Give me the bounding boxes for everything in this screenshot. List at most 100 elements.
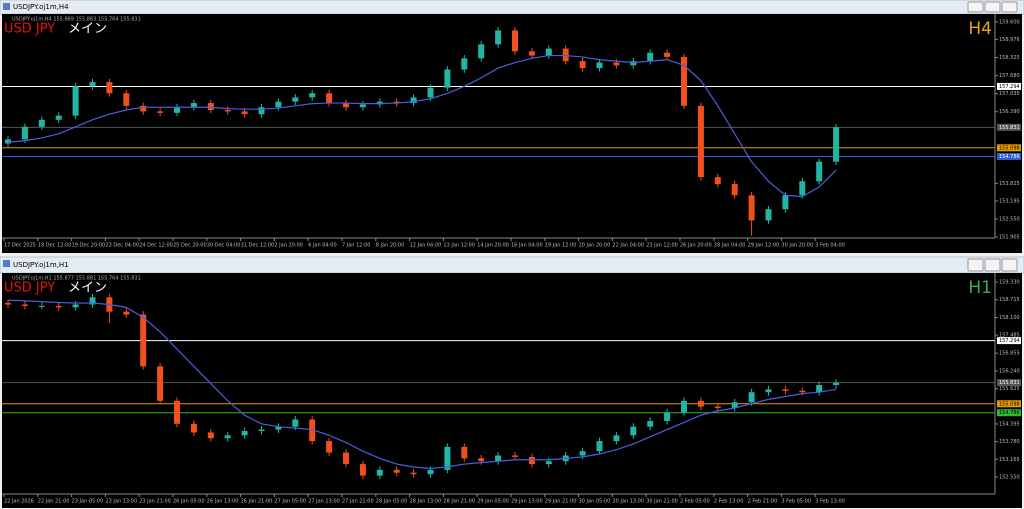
candle-body: [190, 423, 197, 433]
chart-area: [2, 14, 1022, 253]
x-tick-label: 26 Jan 20:00: [680, 243, 712, 249]
y-tick-label: 155.625: [999, 386, 1020, 392]
candle-body: [528, 456, 535, 465]
chart-label: メイン: [68, 281, 107, 296]
candle-body: [21, 126, 28, 140]
candle-body: [579, 451, 586, 456]
candle-body: [681, 400, 687, 413]
x-tick-label: 26 Jan 05:00: [173, 499, 205, 505]
x-tick-label: 18 Dec 12:00: [38, 243, 72, 249]
symbol-label: USD JPY: [4, 281, 55, 296]
candle-body: [697, 105, 704, 178]
candle-body: [444, 69, 451, 88]
price-level-label: 157.294: [999, 84, 1020, 90]
candle-body: [596, 62, 603, 69]
title-bar: [0, 0, 1024, 15]
x-tick-label: 30 Jan 13:00: [612, 499, 644, 505]
window-button[interactable]: [967, 258, 984, 272]
x-tick-label: 23 Dec 04:00: [105, 243, 139, 249]
candle-body: [681, 56, 687, 106]
y-tick-label: 154.395: [999, 421, 1020, 427]
x-tick-label: 23 Jan 21:00: [139, 499, 171, 505]
candle-body: [664, 52, 671, 57]
window-button[interactable]: [984, 258, 1001, 272]
candle-body: [478, 44, 485, 59]
price-level-tag: [997, 409, 1021, 417]
x-tick-label: 2 Feb 05:00: [680, 499, 710, 505]
candle-body: [427, 469, 434, 475]
moving-average: [7, 54, 837, 198]
y-tick-label: 153.195: [999, 198, 1020, 204]
x-tick-label: 23 Jan 13:00: [105, 499, 137, 505]
candle-body: [748, 195, 755, 221]
candle-body: [89, 297, 96, 305]
candle-body: [410, 472, 417, 475]
price-level-label: 157.294: [999, 338, 1020, 344]
candle-body: [157, 366, 164, 401]
candle-body: [106, 82, 113, 94]
window-title: USDJPY.oj1m,H4: [13, 3, 69, 11]
candle-body: [359, 464, 366, 476]
candle-body: [664, 412, 671, 421]
candle-body: [89, 82, 96, 87]
x-tick-label: 20 Jan 20:00: [579, 243, 611, 249]
x-tick-label: 2 Feb 21:00: [748, 499, 778, 505]
x-tick-label: 27 Jan 21:00: [342, 499, 374, 505]
chart-area: [2, 273, 1022, 508]
candle-body: [613, 62, 620, 66]
candle-body: [799, 181, 806, 196]
candle-body: [528, 51, 535, 56]
candle-body: [224, 110, 231, 112]
price-level-label: 154.786: [999, 154, 1020, 160]
price-level-label: 155.098: [999, 401, 1020, 407]
y-tick-label: 152.550: [999, 475, 1020, 481]
window-button[interactable]: [967, 1, 984, 13]
x-tick-label: 19 Jan 12:00: [545, 243, 577, 249]
candle-body: [55, 305, 62, 308]
y-tick-label: 158.715: [999, 297, 1020, 303]
candle-body: [275, 426, 282, 430]
price-level-tag: [997, 337, 1021, 345]
chart-info: USDJPY.oj1m,H4 155.869 155.883 155.764 1…: [12, 17, 141, 23]
title-bar: [0, 256, 1024, 274]
y-tick-label: 157.035: [999, 91, 1020, 97]
candle-body: [157, 111, 164, 113]
candle-body: [275, 101, 282, 108]
x-tick-label: 26 Jan 21:00: [241, 499, 273, 505]
price-level-tag: [997, 144, 1021, 152]
y-tick-label: 156.855: [999, 351, 1020, 357]
x-tick-label: 6 Jan 04:00: [308, 243, 336, 249]
y-tick-label: 153.165: [999, 457, 1020, 463]
x-tick-label: 2 Feb 13:00: [714, 499, 744, 505]
candle-body: [376, 469, 383, 476]
timeframe-label: H1: [968, 278, 992, 298]
x-tick-label: 22 Jan 04:00: [612, 243, 644, 249]
candle-body: [224, 435, 231, 439]
x-tick-label: 17 Dec 2025: [4, 243, 36, 249]
x-tick-label: 12 Jan 04:00: [410, 243, 442, 249]
x-tick-label: 3 Feb 13:00: [815, 499, 845, 505]
price-level-tag: [997, 123, 1021, 131]
candle-body: [630, 61, 637, 66]
candle-body: [596, 441, 603, 452]
candle-body: [495, 30, 502, 45]
x-tick-label: 23 Jan 12:00: [646, 243, 678, 249]
candle-body: [444, 446, 451, 470]
candle-body: [647, 52, 654, 62]
candle-body: [613, 435, 620, 442]
candle-body: [545, 48, 552, 56]
candle-body: [765, 209, 772, 221]
candle-body: [72, 86, 79, 116]
x-tick-label: 30 Jan 21:00: [646, 499, 678, 505]
candle-body: [123, 93, 130, 106]
y-tick-label: 157.680: [999, 73, 1020, 79]
window-button[interactable]: [1001, 1, 1018, 13]
candle-body: [816, 161, 823, 182]
price-level-tag: [997, 153, 1021, 161]
window-icon: [3, 260, 10, 267]
window-button[interactable]: [984, 1, 1001, 13]
window-button[interactable]: [1001, 258, 1018, 272]
x-tick-label: 14 Jan 20:00: [477, 243, 509, 249]
candle-body: [731, 184, 738, 196]
